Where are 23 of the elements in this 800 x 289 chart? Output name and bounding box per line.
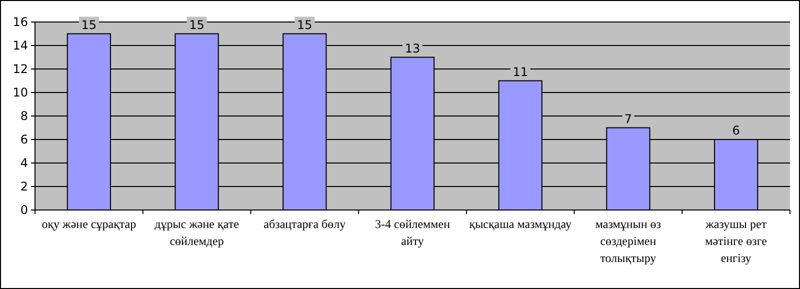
x-tick-label: 3-4 сөйлеммен айту: [375, 217, 451, 248]
x-tick-label: дұрыс және қате сөйлемдер: [154, 217, 239, 248]
data-label: 15: [297, 18, 312, 32]
x-tick-label: мазмұнын өз сөздерімен толықтыру: [595, 217, 662, 265]
y-tick-label: 2: [20, 180, 28, 194]
y-tick-label: 4: [20, 156, 28, 170]
data-label: 7: [624, 112, 632, 126]
data-label: 15: [189, 18, 204, 32]
y-tick-label: 6: [20, 132, 28, 146]
x-tick-label: қысқаша мазмұндау: [469, 217, 572, 231]
x-tick-label: жазушы рет мәтінге өзге енгізу: [704, 217, 768, 265]
data-label: 11: [512, 64, 528, 79]
y-tick-label: 8: [20, 109, 28, 123]
x-tick-label: оқу және сұрақтар: [42, 217, 136, 231]
data-label: 6: [732, 124, 740, 138]
data-label: 15: [81, 18, 97, 32]
data-label: 13: [404, 41, 420, 56]
y-tick-label: 0: [20, 203, 28, 217]
y-tick-label: 16: [12, 15, 28, 29]
y-tick-label: 14: [12, 38, 28, 52]
y-tick-label: 10: [12, 86, 28, 100]
x-tick-label: абзацтарға бөлу: [264, 217, 346, 231]
y-tick-label: 12: [12, 62, 28, 76]
